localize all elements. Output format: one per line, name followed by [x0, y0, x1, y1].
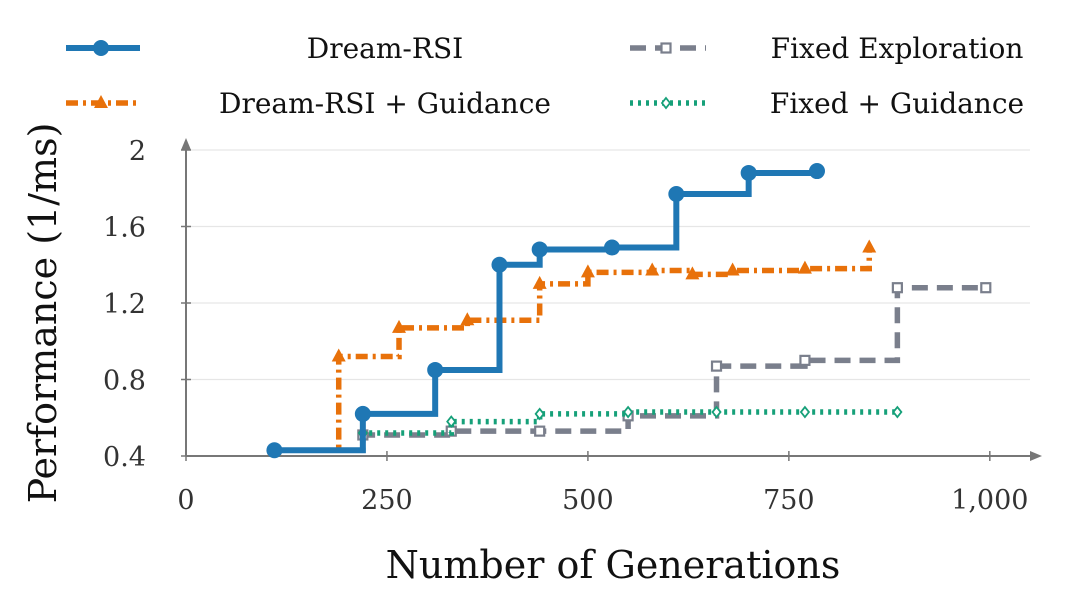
y-tick-label: 1.2	[103, 289, 146, 320]
data-point	[799, 354, 811, 366]
data-point	[532, 275, 547, 289]
legend-label: Dream-RSI + Guidance	[219, 87, 551, 120]
data-point	[266, 442, 283, 459]
x-tick-label: 0	[177, 485, 194, 516]
data-point	[892, 405, 903, 419]
data-point	[331, 348, 346, 362]
axes	[181, 138, 1042, 461]
legend-marker	[660, 42, 672, 54]
data-point	[711, 405, 722, 419]
data-point	[725, 262, 740, 276]
series-line	[274, 284, 986, 454]
legend-label: Fixed Exploration	[771, 32, 1024, 65]
y-axis-arrow	[181, 138, 191, 150]
y-tick-label: 2	[129, 136, 146, 167]
data-point	[645, 262, 660, 276]
series-line	[274, 247, 872, 454]
data-point	[491, 256, 508, 273]
series-line	[274, 169, 820, 454]
x-axis-title: Number of Generations	[386, 543, 841, 587]
data-point	[685, 266, 700, 280]
data-point	[354, 405, 371, 422]
data-point	[797, 260, 812, 274]
legend: Dream-RSI Dream-RSI + Guidance Fixed Explo…	[66, 32, 1024, 120]
series-group	[266, 163, 992, 459]
series-0	[266, 163, 825, 459]
data-point	[622, 405, 634, 419]
y-tick-label: 0.4	[103, 442, 146, 473]
legend-marker	[94, 95, 108, 108]
data-point	[531, 241, 548, 258]
x-tick-label: 250	[361, 485, 413, 516]
data-point	[604, 239, 621, 256]
legend-marker	[660, 96, 672, 110]
legend-marker	[93, 40, 109, 56]
data-point	[808, 163, 825, 180]
series-2	[268, 282, 992, 456]
legend-item-1: Dream-RSI + Guidance	[66, 87, 551, 120]
ticks: 0 250 500 750 1,000 0.4 0.8 1.2 1.6 2	[103, 136, 1028, 516]
data-point	[427, 361, 444, 378]
data-point	[799, 405, 811, 419]
data-point	[862, 239, 877, 253]
data-point	[534, 407, 545, 421]
legend-item-3: Fixed + Guidance	[630, 87, 1024, 120]
data-point	[710, 360, 723, 372]
data-point	[740, 164, 757, 181]
data-point	[446, 415, 457, 429]
y-tick-label: 1.6	[103, 213, 146, 244]
x-tick-label: 750	[763, 485, 815, 516]
data-point	[980, 282, 992, 294]
data-point	[392, 319, 407, 333]
data-point	[534, 425, 546, 437]
legend-item-0: Dream-RSI	[66, 32, 463, 65]
x-tick-label: 1,000	[951, 485, 1028, 516]
data-point	[580, 264, 595, 278]
series-1	[267, 239, 877, 456]
y-axis-title: Performance (1/ms)	[21, 123, 65, 504]
grid	[186, 149, 1030, 381]
y-tick-label: 0.8	[103, 366, 146, 397]
data-point	[668, 185, 685, 202]
x-tick-label: 500	[562, 485, 614, 516]
data-point	[891, 282, 903, 294]
data-point	[460, 312, 475, 326]
legend-label: Dream-RSI	[307, 32, 463, 65]
legend-label: Fixed + Guidance	[770, 87, 1024, 120]
x-axis-arrow	[1030, 451, 1042, 461]
legend-item-2: Fixed Exploration	[630, 32, 1023, 65]
